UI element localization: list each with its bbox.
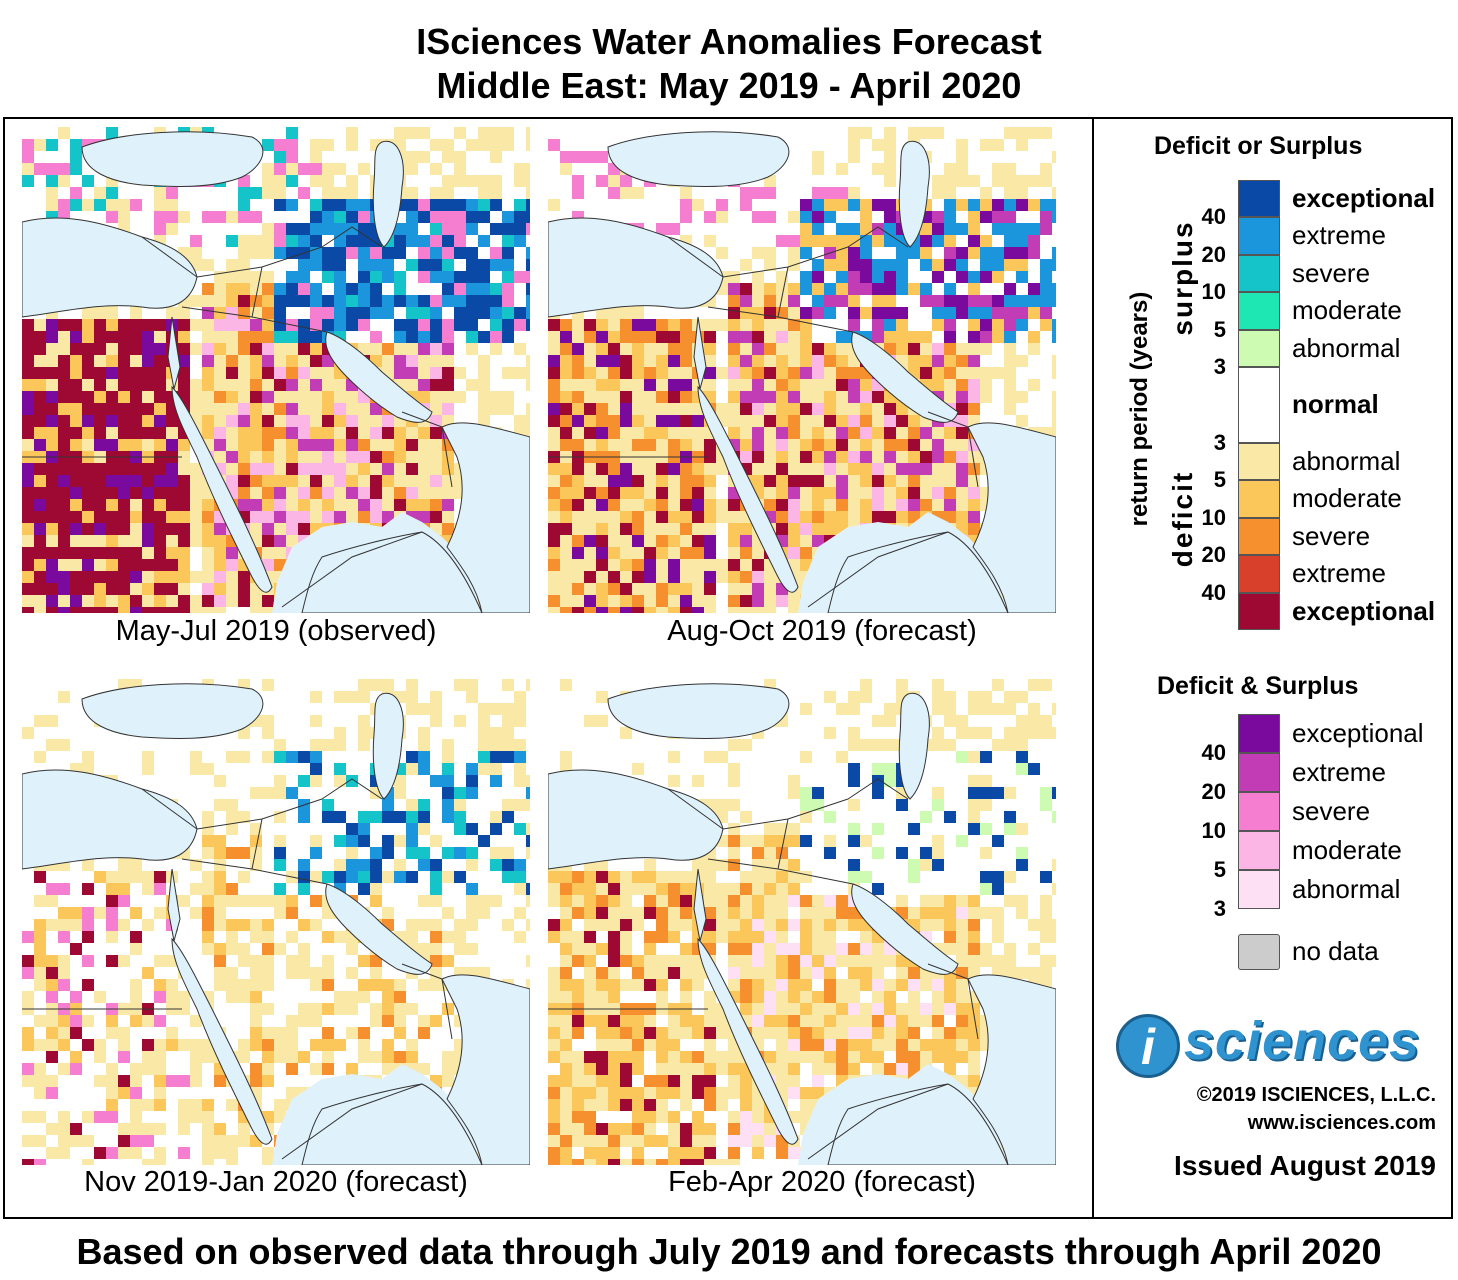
deficit-swatch-abnormal (1238, 443, 1280, 481)
surplus-swatch-extreme (1238, 217, 1280, 255)
footer-note: Based on observed data through July 2019… (76, 1231, 1382, 1272)
combined-label-moderate: moderate (1292, 835, 1402, 865)
map-caption-aug-oct-2019: Aug-Oct 2019 (forecast) (667, 615, 977, 647)
combined-swatch-exceptional (1238, 714, 1280, 753)
surplus-swatch-moderate (1238, 292, 1280, 330)
deficit-label-exceptional: exceptional (1292, 595, 1436, 626)
map-caption-may-jul-2019: May-Jul 2019 (observed) (115, 615, 437, 647)
return-period-surplus-5: 5 (1213, 316, 1226, 342)
map-panel-nov-2019-jan-2020 (22, 679, 530, 1165)
return-period-deficit-40: 40 (1201, 579, 1226, 605)
map-panel-may-jul-2019 (22, 127, 530, 613)
return-period-combined-20: 20 (1201, 779, 1226, 804)
deficit-label-severe: severe (1292, 520, 1371, 551)
combined-label-abnormal: abnormal (1292, 874, 1401, 904)
anomaly-map-nov (22, 679, 530, 1165)
deficit-swatch-moderate (1238, 480, 1280, 518)
deficit-label-moderate: moderate (1292, 483, 1402, 514)
legend-heading-deficit-and-surplus: Deficit & Surplus (1157, 672, 1359, 700)
return-period-combined-5: 5 (1213, 857, 1226, 882)
no-data-swatch (1238, 934, 1280, 970)
return-period-deficit-5: 5 (1213, 467, 1226, 493)
map-panel-feb-apr-2020 (548, 679, 1056, 1165)
combined-swatch-severe (1238, 792, 1280, 831)
combined-label-extreme: extreme (1292, 757, 1386, 787)
combined-label-severe: severe (1292, 796, 1371, 826)
no-data-label: no data (1292, 936, 1379, 966)
title-line-2: Middle East: May 2019 - April 2020 (436, 65, 1022, 106)
anomaly-map-feb (548, 679, 1056, 1165)
surplus-label-abnormal: abnormal (1292, 332, 1401, 363)
combined-label-exceptional: exceptional (1292, 718, 1424, 748)
return-period-surplus-20: 20 (1201, 241, 1226, 267)
surplus-label-moderate: moderate (1292, 295, 1402, 326)
return-period-combined-3: 3 (1213, 896, 1226, 921)
anomaly-map-aug (548, 127, 1056, 613)
return-period-combined-40: 40 (1201, 740, 1226, 765)
deficit-swatch-extreme (1238, 555, 1280, 593)
surplus-swatch-abnormal (1238, 329, 1280, 367)
map-caption-nov-2019-jan-2020: Nov 2019-Jan 2020 (forecast) (84, 1166, 468, 1198)
figure-frame (3, 117, 1453, 1219)
map-panel-aug-oct-2019 (548, 127, 1056, 613)
isciences-logo-text: sciences (1184, 1011, 1421, 1071)
deficit-label-extreme: extreme (1292, 558, 1386, 589)
return-period-deficit-20: 20 (1201, 542, 1226, 568)
legend-heading-deficit-or-surplus: Deficit or Surplus (1154, 132, 1363, 160)
copyright-text: ©2019 ISCIENCES, L.L.C. (1196, 1084, 1436, 1106)
deficit-swatch-severe (1238, 517, 1280, 556)
return-period-surplus-40: 40 (1201, 204, 1226, 230)
map-caption-feb-apr-2020: Feb-Apr 2020 (forecast) (668, 1166, 976, 1198)
legend-axis-label: return period (years) (1126, 291, 1153, 527)
normal-swatch (1238, 367, 1280, 443)
anomaly-map-observed (22, 127, 530, 613)
combined-swatch-abnormal (1238, 870, 1280, 909)
return-period-surplus-10: 10 (1201, 279, 1226, 305)
return-period-deficit-10: 10 (1201, 504, 1226, 530)
combined-swatch-moderate (1238, 831, 1280, 870)
normal-label: normal (1292, 389, 1379, 419)
legend-divider (1092, 117, 1094, 1219)
return-period-deficit-3: 3 (1213, 430, 1226, 455)
surplus-label-severe: severe (1292, 257, 1371, 288)
deficit-label-abnormal: abnormal (1292, 446, 1401, 476)
title-line-1: ISciences Water Anomalies Forecast (416, 21, 1042, 62)
surplus-swatch-severe (1238, 254, 1280, 293)
return-period-surplus-3: 3 (1213, 354, 1226, 379)
website-text: www.isciences.com (1247, 1112, 1436, 1134)
return-period-combined-10: 10 (1201, 818, 1226, 843)
surplus-swatch-exceptional (1238, 180, 1280, 218)
isciences-logo-icon: i (1116, 1014, 1180, 1078)
deficit-swatch-exceptional (1238, 592, 1280, 630)
combined-swatch-extreme (1238, 753, 1280, 792)
issued-date: Issued August 2019 (1174, 1150, 1436, 1181)
surplus-label-extreme: extreme (1292, 220, 1386, 251)
surplus-label-exceptional: exceptional (1292, 183, 1436, 213)
